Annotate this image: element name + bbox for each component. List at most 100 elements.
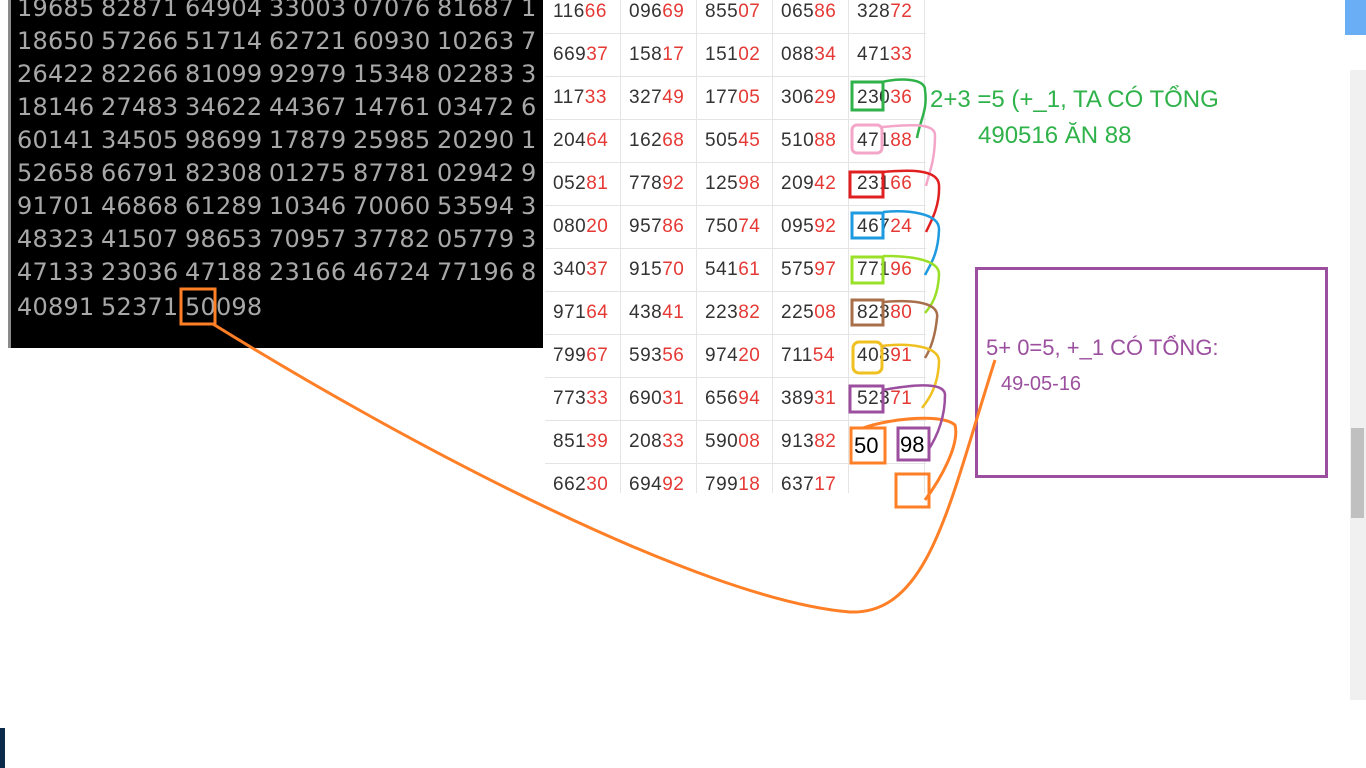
table-row: 08020 95786 75074 09592 46724 — [545, 205, 926, 249]
cell-tail: 86 — [662, 216, 685, 237]
orange-50-box — [849, 426, 887, 465]
table-cell: 97420 — [697, 334, 773, 377]
table-cell: 77892 — [621, 162, 697, 205]
cell-prefix: 590 — [705, 431, 739, 452]
table-cell: 97164 — [545, 291, 621, 334]
yellow-link — [881, 343, 941, 409]
table-cell: 34037 — [545, 248, 621, 291]
cell-prefix: 151 — [705, 44, 739, 65]
cell-tail: 72 — [890, 1, 913, 22]
table-cell: 79967 — [545, 334, 621, 377]
cell-tail: 80 — [890, 302, 913, 323]
history-number: 81099 — [185, 60, 263, 88]
table-cell: 79918 — [697, 463, 773, 493]
history-number: 19685 — [17, 0, 95, 22]
history-number: 25985 — [353, 126, 431, 154]
history-number: 53594 — [437, 192, 515, 220]
table-cell: 69031 — [621, 377, 697, 420]
history-number: 48323 — [17, 225, 95, 253]
table-row: 66937 15817 15102 08834 47133 — [545, 33, 926, 77]
history-number: 23036 — [101, 258, 179, 286]
history-number: 27483 — [101, 93, 179, 121]
table-row: 34037 91570 54161 57597 77196 — [545, 248, 926, 292]
table-row: 85139 20833 59008 91382 — [545, 420, 926, 464]
cell-tail: 82 — [738, 302, 761, 323]
purple-98-box — [896, 426, 931, 462]
history-number: 60930 — [353, 27, 431, 55]
history-number: 20290 — [437, 126, 515, 154]
cell-prefix: 208 — [629, 431, 663, 452]
history-number: 3 — [521, 192, 537, 220]
table-cell: 22508 — [773, 291, 849, 334]
table-row: 11733 32749 17705 30629 23036 — [545, 76, 926, 120]
green-link — [881, 78, 927, 139]
cell-prefix: 505 — [705, 130, 739, 151]
history-number: 15348 — [353, 60, 431, 88]
cell-prefix: 541 — [705, 259, 739, 280]
cell-tail: 74 — [738, 216, 761, 237]
cell-tail: 68 — [662, 130, 685, 151]
table-cell: 05281 — [545, 162, 621, 205]
cell-tail: 20 — [738, 345, 761, 366]
cell-prefix: 957 — [629, 216, 663, 237]
history-number: 50098 — [185, 293, 263, 321]
cell-tail: 92 — [814, 216, 837, 237]
cell-prefix: 328 — [857, 1, 891, 22]
history-number: 1 — [521, 126, 537, 154]
history-number: 23166 — [269, 258, 347, 286]
cell-prefix: 158 — [629, 44, 663, 65]
cell-prefix: 088 — [781, 44, 815, 65]
cell-prefix: 656 — [705, 388, 739, 409]
cell-prefix: 750 — [705, 216, 739, 237]
table-row: 11666 09669 85507 06586 32872 — [545, 0, 926, 34]
history-number: 47133 — [17, 258, 95, 286]
blue-link — [882, 210, 941, 276]
cell-tail: 61 — [738, 259, 761, 280]
cell-tail: 49 — [662, 87, 685, 108]
table-cell: 54161 — [697, 248, 773, 291]
cell-tail: 66 — [890, 173, 913, 194]
table-cell: 22382 — [697, 291, 773, 334]
cell-tail: 81 — [586, 173, 609, 194]
orange-loop — [857, 416, 958, 501]
window-control-button[interactable] — [1345, 0, 1366, 35]
table-cell: 63717 — [773, 463, 849, 493]
cell-tail: 69 — [662, 1, 685, 22]
cell-tail: 92 — [662, 474, 685, 493]
history-number: 6 — [521, 93, 537, 121]
table-cell: 11666 — [545, 0, 621, 33]
table-cell: 85507 — [697, 0, 773, 33]
history-number: 46724 — [353, 258, 431, 286]
green-box — [850, 80, 885, 112]
cell-tail: 42 — [814, 173, 837, 194]
cell-prefix: 162 — [629, 130, 663, 151]
cell-tail: 30 — [586, 474, 609, 493]
cell-tail: 70 — [662, 259, 685, 280]
cell-tail: 17 — [662, 44, 685, 65]
cell-prefix: 438 — [629, 302, 663, 323]
history-number: 98699 — [185, 126, 263, 154]
pending-pair-second: 98 — [900, 432, 924, 457]
cell-tail: 37 — [586, 259, 609, 280]
history-number: 7 — [521, 27, 537, 55]
brown-box — [850, 298, 885, 327]
pink-box — [850, 123, 884, 155]
cell-prefix: 593 — [629, 345, 663, 366]
vertical-scrollbar[interactable] — [1350, 70, 1366, 700]
cell-prefix: 096 — [629, 1, 663, 22]
cell-prefix: 225 — [781, 302, 815, 323]
history-number: 70060 — [353, 192, 431, 220]
cell-prefix: 223 — [705, 302, 739, 323]
cell-tail: 92 — [662, 173, 685, 194]
cell-tail: 37 — [586, 44, 609, 65]
table-cell: 30629 — [773, 76, 849, 119]
scrollbar-thumb[interactable] — [1351, 428, 1364, 518]
cell-prefix: 065 — [781, 1, 815, 22]
cell-tail: 02 — [738, 44, 761, 65]
table-cell: 20464 — [545, 119, 621, 162]
table-cell: 09669 — [621, 0, 697, 33]
history-number: 52658 — [17, 159, 95, 187]
cell-tail: 31 — [814, 388, 837, 409]
cell-prefix: 204 — [553, 130, 587, 151]
